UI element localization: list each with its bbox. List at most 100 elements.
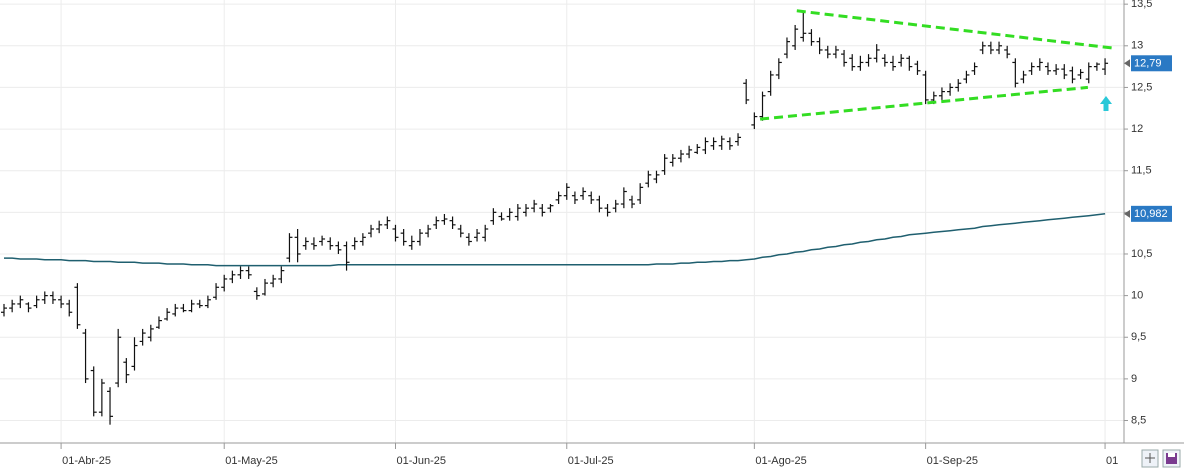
ohlc-bar <box>563 183 570 200</box>
ohlc-bar <box>1020 70 1027 84</box>
y-tick-label: 9 <box>1131 373 1137 385</box>
trendline <box>796 9 1115 50</box>
zoom-button[interactable] <box>1141 449 1159 468</box>
ohlc-bar <box>718 135 725 150</box>
ohlc-bar <box>376 220 383 234</box>
ohlc-bar <box>41 291 48 304</box>
ohlc-bar <box>841 49 848 67</box>
y-tick-label: 9,5 <box>1131 331 1146 343</box>
ohlc-bar <box>253 287 260 300</box>
ohlc-bar <box>531 199 538 213</box>
ohlc-bar <box>278 266 285 284</box>
ohlc-bar <box>832 45 839 59</box>
ohlc-bar <box>539 204 546 217</box>
ohlc-bar <box>498 212 505 221</box>
y-tick-label: 10,5 <box>1131 248 1152 260</box>
y-tick-label: 13,5 <box>1131 0 1152 10</box>
ohlc-bar <box>637 183 644 205</box>
ohlc-bar <box>139 328 146 346</box>
ohlc-bar <box>914 60 921 75</box>
ohlc-bar <box>547 204 554 213</box>
ohlc-bar <box>669 154 676 167</box>
ohlc-bar <box>433 216 440 229</box>
ohlc-bar <box>310 237 317 250</box>
trendline <box>759 85 1089 121</box>
ohlc-bar <box>384 216 391 229</box>
ohlc-bar <box>123 358 130 384</box>
ohlc-bar <box>213 283 220 300</box>
ohlc-bar <box>204 295 211 309</box>
ohlc-bar <box>653 170 660 184</box>
ohlc-bar <box>580 187 587 200</box>
ohlc-bar <box>25 302 32 313</box>
save-button[interactable] <box>1162 449 1181 468</box>
ohlc-bar <box>49 291 56 304</box>
price-label: 10,982 <box>1134 208 1168 220</box>
x-tick-label: 01-Abr-25 <box>62 455 111 467</box>
ohlc-bar <box>368 224 375 238</box>
ohlc-bar <box>180 303 187 313</box>
ohlc-bar <box>824 45 831 59</box>
ohlc-bar <box>343 241 350 271</box>
ohlc-bar <box>441 214 448 225</box>
ohlc-bar <box>971 62 978 75</box>
ohlc-bar <box>1028 62 1035 75</box>
ohlc-bar <box>996 41 1003 55</box>
ohlc-bar <box>604 204 611 217</box>
ohlc-bar <box>751 112 758 130</box>
price-pointer <box>1124 59 1130 68</box>
ohlc-bar <box>327 237 334 250</box>
ohlc-bar <box>335 241 342 254</box>
ohlc-bar <box>661 154 668 175</box>
ohlc-bar <box>58 295 65 309</box>
ohlc-bar <box>596 195 603 213</box>
ohlc-bar <box>416 228 423 246</box>
ohlc-bar <box>1044 62 1051 75</box>
ohlc-bar <box>759 91 766 121</box>
ohlc-bar <box>514 204 521 221</box>
ohlc-bar <box>873 44 880 63</box>
ohlc-bar <box>1093 62 1100 71</box>
ohlc-bar <box>270 274 277 288</box>
ohlc-bar <box>726 137 733 150</box>
y-tick-label: 13 <box>1131 40 1143 52</box>
ohlc-bar <box>792 24 799 50</box>
moving-average <box>4 213 1106 267</box>
ohlc-bar <box>620 187 627 209</box>
x-tick-label: 01-Jul-25 <box>568 455 614 467</box>
plot <box>0 0 1124 443</box>
ohlc-bar <box>155 316 162 329</box>
ohlc-bar <box>147 324 154 342</box>
ohlc-bar <box>743 79 750 105</box>
ohlc-bar <box>1012 58 1019 88</box>
ohlc-bar <box>1004 45 1011 59</box>
ohlc-bar <box>1036 58 1043 71</box>
price-label-box <box>1131 205 1172 222</box>
ohlc-bar <box>522 204 529 217</box>
ohlc-bar <box>1085 62 1092 84</box>
ohlc-bar <box>629 195 636 209</box>
ohlc-bar <box>808 29 815 46</box>
ohlc-bar <box>98 378 105 417</box>
ohlc-bar <box>131 337 138 371</box>
x-tick-label: 01-Jun-25 <box>396 455 446 467</box>
price-label: 12,79 <box>1134 58 1162 70</box>
ohlc-bar <box>188 299 195 313</box>
ohlc-bar <box>400 228 407 246</box>
price-label-box <box>1131 55 1172 72</box>
y-tick-label: 10 <box>1131 290 1143 302</box>
y-tick-label: 11,5 <box>1131 165 1152 177</box>
x-tick-label: 01-May-25 <box>225 455 278 467</box>
ohlc-bar <box>172 303 179 317</box>
ohlc-bar <box>115 328 122 388</box>
ohlc-bar <box>906 55 913 71</box>
ohlc-bar <box>408 235 415 250</box>
ohlc-bar <box>107 387 114 425</box>
ohlc-bar <box>800 12 807 42</box>
ohlc-bar <box>735 133 742 146</box>
ohlc-bar <box>849 54 856 71</box>
ohlc-bar <box>449 216 456 229</box>
ohlc-bar <box>612 199 619 213</box>
